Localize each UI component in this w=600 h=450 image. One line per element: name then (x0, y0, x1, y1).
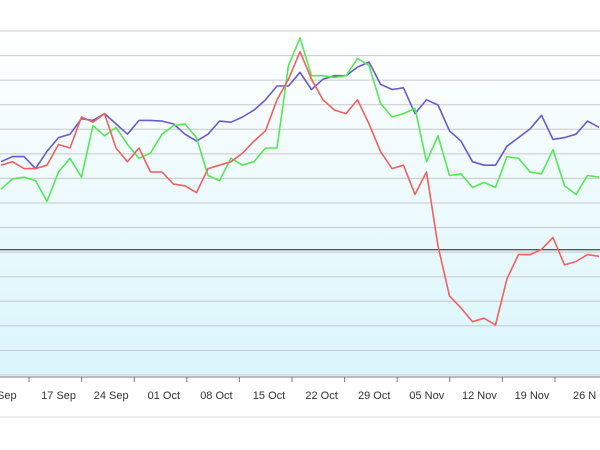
series-line-2 (0, 37, 600, 203)
x-tick-label: 22 Oct (305, 390, 337, 402)
x-tick-label: 08 Oct (200, 390, 232, 402)
x-tick-label: 05 Nov (409, 390, 444, 402)
x-tick-label: 26 N (573, 390, 596, 402)
x-tick-label: 29 Oct (358, 390, 390, 402)
series-lines (0, 37, 600, 326)
series-line-3 (0, 50, 600, 326)
gridlines (0, 30, 600, 376)
x-tick-label: 15 Oct (253, 390, 285, 402)
x-axis-ticks: Sep 17 Sep 24 Sep 01 Oct 08 Oct 15 Oct 22 Oct 2… (0, 377, 596, 402)
x-tick-label: Sep (0, 390, 17, 402)
x-tick-label: 17 Sep (41, 390, 76, 402)
x-tick-label: 24 Sep (94, 390, 129, 402)
x-tick-label: 12 Nov (462, 390, 497, 402)
x-tick-label: 01 Oct (148, 390, 180, 402)
x-tick-label: 19 Nov (515, 390, 550, 402)
